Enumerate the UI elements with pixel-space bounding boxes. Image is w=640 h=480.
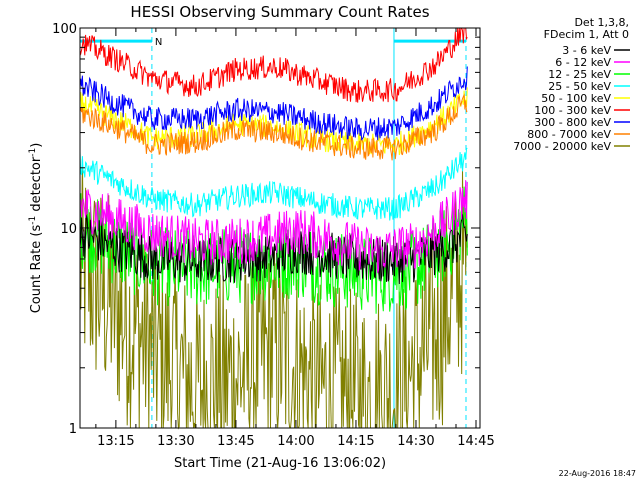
legend-label: 7000 - 20000 keV — [513, 140, 611, 153]
series-line — [79, 27, 468, 103]
y-label-sup1: -1 — [28, 216, 38, 225]
legend-label: 800 - 7000 keV — [527, 128, 611, 141]
x-tick-label: 14:00 — [277, 434, 314, 449]
legend-label: 6 - 12 keV — [555, 56, 611, 69]
legend-label: 100 - 300 keV — [534, 104, 611, 117]
y-tick-label: 10 — [60, 222, 77, 237]
legend-label: 300 - 800 keV — [534, 116, 611, 129]
x-tick-label: 13:30 — [157, 434, 194, 449]
series-line — [79, 93, 468, 161]
x-tick-label: 13:15 — [97, 434, 134, 449]
series-line — [79, 180, 468, 274]
chart-title: HESSI Observing Summary Count Rates — [130, 3, 429, 21]
series-line — [79, 66, 468, 141]
night-annotation: N — [155, 37, 162, 48]
y-axis-label: Count Rate (s-1 detector-1) — [28, 143, 44, 314]
footer-timestamp: 22-Aug-2016 18:47 — [559, 469, 636, 478]
x-tick-label: 14:15 — [337, 434, 374, 449]
x-axis-label: Start Time (21-Aug-16 13:06:02) — [174, 456, 386, 471]
x-tick-label: 14:45 — [457, 434, 494, 449]
y-label-sup2: -1 — [28, 148, 38, 157]
y-label-mid: detector — [29, 156, 44, 216]
legend-label: 50 - 100 keV — [541, 92, 611, 105]
series-line — [79, 214, 468, 285]
x-tick-label: 14:30 — [397, 434, 434, 449]
legend-header-line2: FDecim 1, Att 0 — [544, 28, 629, 41]
x-tick-label: 13:45 — [217, 434, 254, 449]
legend-header-line1: Det 1,3,8, — [574, 16, 629, 29]
legend-label: 25 - 50 keV — [548, 80, 611, 93]
y-tick-label: 100 — [52, 22, 77, 37]
legend-label: 12 - 25 keV — [548, 68, 611, 81]
axes-group: 13:15 13:30 13:45 14:00 14:15 14:30 14:45 1 10 10… — [52, 22, 495, 449]
series-group — [79, 27, 468, 430]
legend-label: 3 - 6 keV — [562, 44, 611, 57]
y-label-end: ) — [29, 143, 44, 148]
y-tick-label: 1 — [69, 422, 77, 437]
y-label-main: Count Rate (s — [29, 225, 44, 314]
series-line — [79, 147, 468, 221]
